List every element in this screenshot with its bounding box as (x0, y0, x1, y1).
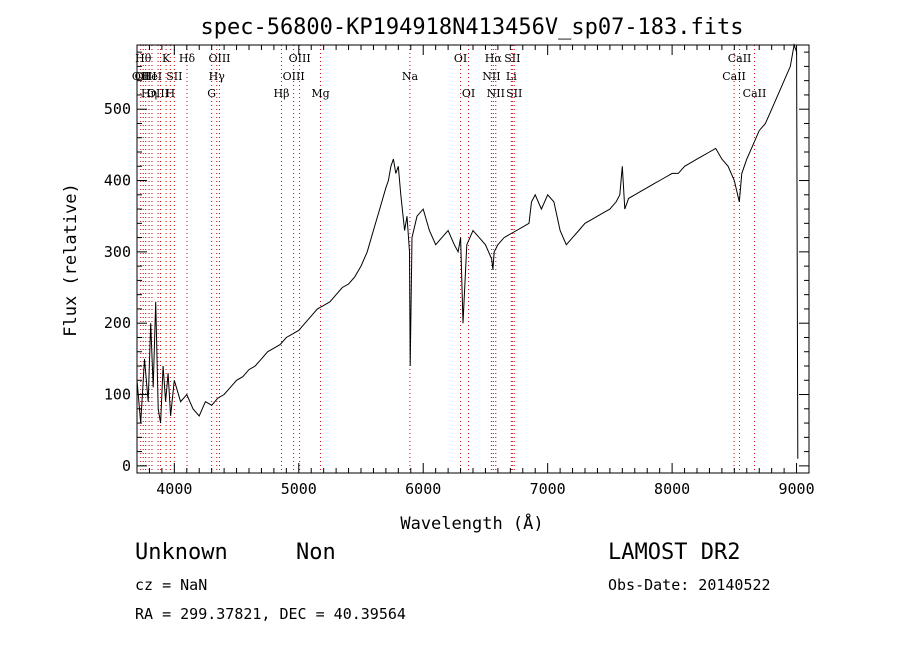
line-label: OIII (147, 87, 169, 100)
line-label: Mg (311, 87, 329, 100)
chart-title: spec-56800-KP194918N413456V_sp07-183.fit… (200, 15, 743, 40)
y-tick-label: 500 (104, 100, 131, 118)
subclass-label: Non (296, 540, 336, 565)
line-label: OI (454, 52, 467, 65)
line-label: Hγ (209, 70, 226, 83)
line-label: OIII (283, 70, 305, 83)
y-tick-label: 0 (122, 457, 131, 475)
line-label: Li (506, 70, 517, 83)
line-label: OIII (135, 70, 157, 83)
line-label: CaII (722, 70, 746, 83)
y-tick-label: 400 (104, 172, 131, 190)
line-label: G (207, 87, 216, 100)
line-label: Hθ (135, 52, 152, 65)
x-axis: 4000 5000 6000 7000 8000 9000 (136, 45, 815, 498)
spectrum-line (136, 43, 799, 459)
x-tick-label: 9000 (778, 480, 814, 498)
line-label: HeI (142, 70, 162, 83)
emission-line-markers (140, 45, 755, 473)
line-label: NII (482, 70, 500, 83)
emission-line-labels: OIIHθOIIIHηHeIOIIIKHSIIHδGHγOIIIHβOIIIOI… (132, 52, 766, 100)
line-label: CaII (743, 87, 767, 100)
obs-date: Obs-Date: 20140522 (608, 576, 771, 594)
y-tick-label: 200 (104, 314, 131, 332)
line-label: Hη (141, 87, 157, 100)
y-axis-label: Flux (relative) (61, 183, 81, 337)
line-label: Na (402, 70, 419, 83)
x-tick-label: 5000 (281, 480, 317, 498)
line-label: NII (487, 87, 505, 100)
line-label: Hδ (179, 52, 196, 65)
line-label: Hα (485, 52, 503, 65)
x-tick-label: 7000 (530, 480, 566, 498)
y-axis: 0 100 200 300 400 500 (104, 51, 809, 475)
radec-value: RA = 299.37821, DEC = 40.39564 (135, 605, 406, 623)
line-label: OI (462, 87, 475, 100)
line-label: SII (504, 52, 520, 65)
line-label: K (162, 52, 171, 65)
cz-value: cz = NaN (135, 576, 208, 594)
line-label: SII (506, 87, 522, 100)
line-label: SII (166, 70, 182, 83)
x-tick-label: 4000 (156, 480, 192, 498)
line-label: OIII (289, 52, 311, 65)
line-label: Hβ (274, 87, 290, 100)
y-tick-label: 100 (104, 386, 131, 404)
line-label: OIII (208, 52, 230, 65)
x-tick-label: 6000 (405, 480, 441, 498)
plot-frame (136, 44, 810, 474)
survey-label: LAMOST DR2 (608, 540, 741, 565)
class-label: Unknown (135, 540, 228, 565)
x-tick-label: 8000 (654, 480, 690, 498)
line-label: CaII (728, 52, 752, 65)
y-tick-label: 300 (104, 243, 131, 261)
x-axis-label: Wavelength (Å) (400, 512, 543, 534)
line-label: H (166, 87, 176, 100)
line-label: OII (132, 70, 150, 83)
